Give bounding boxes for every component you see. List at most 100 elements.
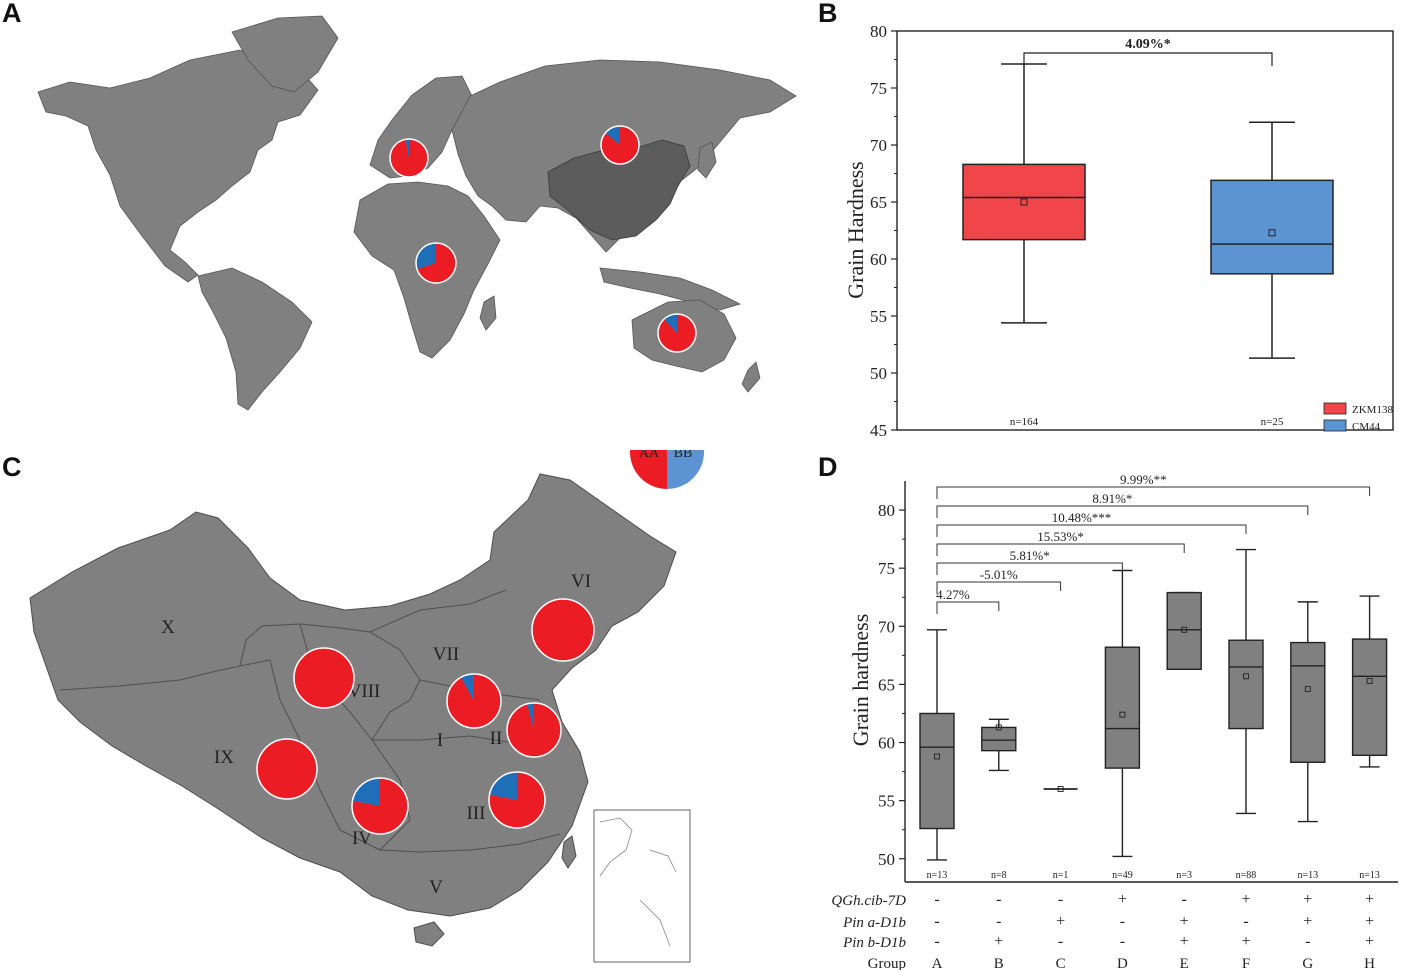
world-pie-europe: [389, 138, 429, 178]
pina-sign-h: +: [1365, 913, 1374, 930]
row-label-pin-b-d1b: Pin b-D1b: [842, 935, 906, 951]
mean-marker-zkm138: [1020, 198, 1028, 206]
region-label-vi: VI: [571, 571, 591, 592]
comparison-label-f: 10.48%***: [1052, 510, 1112, 525]
north-america-landmass: [37, 49, 319, 283]
chart-panel-d: 50 55 60 65 70 75 80 Grain hardness n=13 - - - An=8 -…: [831, 472, 1398, 970]
world-map: [37, 15, 797, 411]
border-west: [239, 623, 371, 667]
comparison-bracket-h: [936, 486, 1371, 499]
pinb-sign-a: -: [934, 933, 939, 950]
mean-marker-h: [1366, 677, 1373, 684]
world-pie-africa-aa-slice: [416, 243, 457, 283]
y-tick-label-b-50: 50: [870, 364, 887, 383]
se-asia-islands: [599, 267, 742, 311]
hainan-island: [413, 921, 445, 947]
world-pie-russia-central-asia-bb-slice: [605, 126, 620, 145]
pina-sign-e: +: [1180, 913, 1189, 930]
n-label-b: n=8: [991, 870, 1007, 881]
panel-label-d: D: [818, 452, 838, 482]
mean-marker-e: [1181, 626, 1188, 633]
comparison-label-h: 9.99%**: [1120, 472, 1167, 487]
china-pie-region-viii: [293, 647, 355, 709]
group-label-f: F: [1242, 956, 1250, 970]
comparison-label-g: 8.91%*: [1092, 491, 1132, 506]
n-label-c: n=1: [1053, 870, 1069, 881]
n-label-zkm138: n=164: [1010, 416, 1039, 428]
south-china-sea-inset: [593, 809, 691, 963]
group-label-c: C: [1056, 956, 1066, 970]
region-label-ii: II: [490, 728, 503, 749]
border-v: [379, 833, 561, 853]
china-pie-region-ii-aa-slice: [507, 703, 562, 758]
legend-aa-label: AA: [639, 450, 660, 461]
qgh-sign-g: +: [1303, 891, 1312, 908]
mean-marker-a: [934, 753, 940, 760]
mean-marker-d: [1119, 711, 1126, 718]
y-tick-label-d-80: 80: [878, 501, 895, 520]
box-group-e: [1166, 591, 1202, 670]
china-pie-region-ix-aa-slice: [256, 738, 318, 800]
significance-bracket-b: [1023, 52, 1273, 66]
region-label-viii: VIII: [348, 681, 381, 702]
region-label-iv: IV: [352, 828, 372, 849]
china-pie-region-i: [446, 673, 502, 729]
pina-sign-b: -: [996, 913, 1001, 930]
y-tick-label-b-55: 55: [870, 307, 887, 326]
world-pie-australia-outline: [657, 313, 697, 353]
china-pie-region-iv-bb-slice: [352, 778, 380, 806]
world-pie-europe-outline: [389, 138, 429, 178]
world-pie-russia-central-asia: [600, 125, 640, 165]
pinb-sign-f: +: [1241, 933, 1250, 950]
south-america-landmass: [197, 267, 313, 411]
mean-marker-g: [1304, 686, 1311, 693]
mean-marker-cm44: [1268, 229, 1276, 237]
qgh-sign-d: +: [1118, 891, 1127, 908]
n-label-h: n=13: [1359, 870, 1380, 881]
china-pie-region-ix: [256, 738, 318, 800]
box-group-h: [1351, 638, 1388, 757]
comparison-bracket-f: [936, 524, 1247, 537]
box-cm44: [1210, 179, 1334, 275]
n-label-a: n=13: [927, 870, 948, 881]
qgh-sign-f: +: [1241, 891, 1250, 908]
world-pie-australia-bb-slice: [663, 314, 677, 333]
y-tick-label-b-65: 65: [870, 193, 887, 212]
legend-label-zkm138: ZKM138: [1352, 404, 1393, 416]
group-label-g: G: [1302, 956, 1313, 970]
qgh-sign-c: -: [1058, 891, 1063, 908]
comparison-label-b: 4.27%: [936, 587, 970, 602]
group-label-b: B: [994, 956, 1004, 970]
mean-marker-f: [1243, 673, 1249, 680]
pinb-sign-c: -: [1058, 933, 1063, 950]
comparison-label-e: 15.53%*: [1037, 529, 1084, 544]
genotype-legend-pie: AA BB: [630, 450, 704, 489]
china-pie-region-i-bb-slice: [460, 674, 474, 701]
legend-aa-slice: [630, 450, 667, 489]
taiwan-island: [561, 835, 577, 869]
pina-sign-a: -: [934, 913, 939, 930]
y-tick-label-d-70: 70: [878, 617, 895, 636]
legend-bb-label: BB: [674, 450, 693, 461]
pina-sign-d: -: [1120, 913, 1125, 930]
pinb-sign-h: +: [1365, 933, 1374, 950]
box-group-f: [1228, 639, 1264, 730]
world-pie-africa-outline: [415, 242, 457, 284]
legend-bb-slice: [667, 450, 704, 489]
china-pie-region-iii-outline: [488, 771, 546, 829]
mean-marker-c: [1057, 786, 1064, 792]
china-pie-region-ii-bb-slice: [527, 703, 534, 730]
region-label-i: I: [437, 730, 443, 751]
world-pie-australia: [657, 313, 697, 353]
chart-panel-b: 45 50 55 60 65 70 75 80 Grain Hardness n=164 n=25 4…: [843, 22, 1394, 440]
group-label-d: D: [1117, 956, 1128, 970]
significance-label-b: 4.09%*: [1125, 37, 1171, 52]
comparison-bracket-c: [936, 581, 1062, 594]
comparison-label-c: -5.01%: [980, 567, 1018, 582]
legend-swatch-cm44: [1323, 419, 1347, 432]
box-group-b: [981, 726, 1017, 752]
china-pie-region-ii: [506, 702, 562, 758]
n-label-d: n=49: [1112, 870, 1133, 881]
y-tick-label-b-80: 80: [870, 22, 887, 41]
group-label-a: A: [932, 956, 943, 970]
